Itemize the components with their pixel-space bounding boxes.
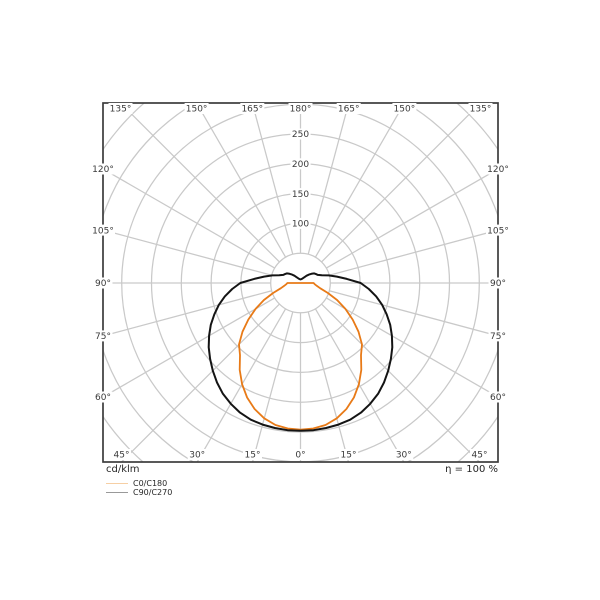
svg-text:135°: 135° [110,105,132,115]
svg-text:250: 250 [292,130,309,140]
svg-text:100: 100 [292,220,309,230]
svg-text:15°: 15° [341,451,357,461]
radial-labels: 100 150 200 250 [290,128,311,230]
legend-label-c0-c180: C0/C180 [133,479,168,488]
legend-label-c90-c270: C90/C270 [133,488,173,497]
svg-text:0°: 0° [295,451,305,461]
svg-text:200: 200 [292,160,309,170]
curve-c0-c180 [238,282,363,431]
curve-c90-c270 [207,272,394,432]
svg-text:90°: 90° [95,279,111,289]
legend-line-c0-icon [106,483,128,484]
svg-text:105°: 105° [92,226,114,236]
legend-item-c90-c270: C90/C270 [106,488,172,497]
svg-text:120°: 120° [487,165,509,175]
svg-text:180°: 180° [290,105,312,115]
svg-text:135°: 135° [470,105,492,115]
svg-text:120°: 120° [92,165,114,175]
legend-item-c0-c180: C0/C180 [106,479,172,488]
svg-text:90°: 90° [490,279,506,289]
polar-grid [103,103,498,462]
svg-text:75°: 75° [490,332,506,342]
svg-text:75°: 75° [95,332,111,342]
svg-text:150°: 150° [394,105,416,115]
svg-text:45°: 45° [472,451,488,461]
legend-line-c90-icon [106,492,128,493]
legend: C0/C180 C90/C270 [106,479,172,497]
svg-text:15°: 15° [245,451,261,461]
svg-text:165°: 165° [241,105,263,115]
svg-text:60°: 60° [490,393,506,403]
svg-text:45°: 45° [114,451,130,461]
svg-text:150: 150 [292,190,309,200]
svg-text:105°: 105° [487,226,509,236]
svg-text:60°: 60° [95,393,111,403]
svg-text:30°: 30° [189,451,205,461]
curves [207,272,394,432]
unit-label: cd/klm [106,464,140,475]
svg-text:150°: 150° [186,105,208,115]
svg-text:165°: 165° [338,105,360,115]
angle-labels: 135° 150° 165° 180° 165° 150° 135° 120° 120° 105°… [91,103,510,461]
svg-text:30°: 30° [396,451,412,461]
efficiency-label: η = 100 % [445,464,498,475]
